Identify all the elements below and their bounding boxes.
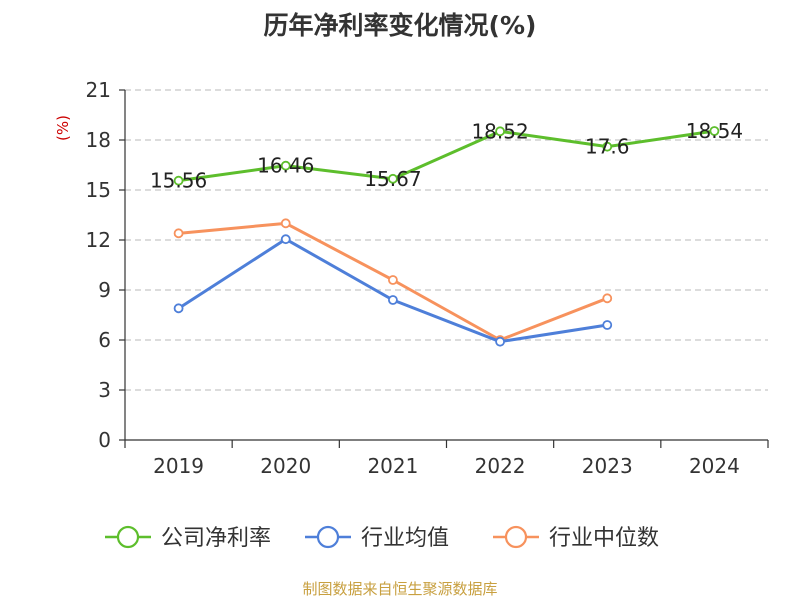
series-line-1 [177,237,608,344]
data-label: 16.46 [257,154,314,178]
legend-label: 公司净利率 [161,526,271,551]
x-tick-label: 2019 [153,454,204,478]
legend: 公司净利率 行业均值 行业中位数 [105,525,659,551]
data-point [495,126,505,137]
legend-swatch-marker [316,525,340,549]
y-tick-label: 0 [98,428,111,452]
series-line-0 [178,129,715,183]
y-tick-label: 6 [98,328,111,352]
legend-label: 行业中位数 [549,526,659,551]
data-point [280,160,291,171]
y-tick-label: 15 [86,178,111,202]
legend-item-2[interactable]: 行业中位数 [493,525,659,551]
y-tick-label: 9 [98,278,111,302]
data-point [388,295,398,305]
y-axis-label: (%) [54,115,72,141]
data-label: 15.67 [364,167,421,191]
data-label: 15.56 [150,169,207,193]
data-label: 17.6 [585,135,630,159]
data-point [602,293,613,304]
data-labels: 15.56 16.46 15.67 18.52 17.6 18.54 [150,119,743,193]
x-tick-label: 2020 [260,454,311,478]
data-point [280,218,291,229]
legend-item-0[interactable]: 公司净利率 [105,525,271,551]
data-point [495,336,505,347]
x-tick-label: 2021 [367,454,418,478]
axes: 0 3 6 9 12 15 18 21 2019 2020 2021 2022 2023 2024 [86,78,769,478]
y-tick-label: 12 [86,228,111,252]
y-tick-label: 21 [86,78,111,102]
legend-item-1[interactable]: 行业均值 [305,525,449,551]
chart-title: 历年净利率变化情况(%) [264,11,537,40]
data-point [173,228,184,239]
x-tick-label: 2024 [689,454,740,478]
data-point [709,126,720,136]
data-point [602,320,613,330]
data-point [602,141,613,152]
source-note: 制图数据来自恒生聚源数据库 [302,580,497,598]
x-tick-label: 2022 [475,454,526,478]
grid [125,89,768,391]
data-point [388,275,398,285]
data-label: 18.52 [471,119,528,143]
data-point [173,303,184,314]
legend-swatch-marker [504,525,528,549]
series-layer [173,126,720,347]
y-tick-label: 3 [98,378,111,402]
data-point [173,175,184,186]
y-tick-label: 18 [86,128,111,152]
data-label: 18.54 [686,119,743,143]
legend-swatch-marker [116,525,140,549]
data-point [388,173,398,184]
data-point [280,234,291,245]
legend-label: 行业均值 [361,526,449,551]
x-tick-label: 2023 [582,454,633,478]
